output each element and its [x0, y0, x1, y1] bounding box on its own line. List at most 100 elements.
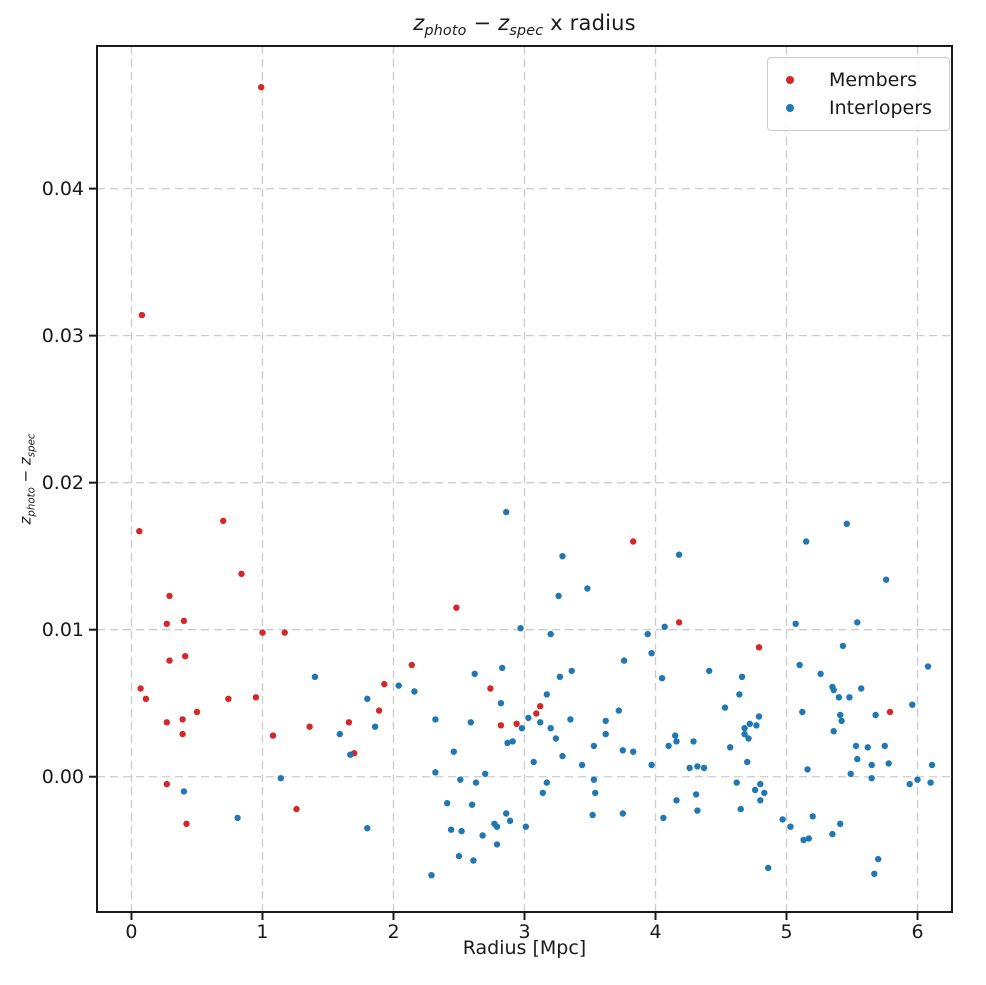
data-point-interlopers: [602, 730, 609, 738]
data-point-interlopers: [881, 742, 888, 750]
data-point-members: [137, 685, 144, 692]
data-point-interlopers: [234, 814, 241, 822]
data-point-interlopers: [868, 775, 875, 782]
data-point-interlopers: [872, 711, 879, 719]
x-tick-label: 0: [125, 921, 137, 943]
data-point-interlopers: [567, 716, 574, 723]
data-point-interlopers: [839, 642, 847, 650]
data-point-interlopers: [311, 673, 319, 680]
data-point-interlopers: [733, 779, 740, 786]
data-point-members: [375, 707, 383, 714]
data-point-interlopers: [336, 730, 343, 738]
data-point-interlopers: [615, 707, 622, 714]
data-point-interlopers: [706, 667, 713, 675]
data-point-interlopers: [751, 786, 759, 794]
data-point-interlopers: [871, 870, 878, 877]
legend-item-members: Members: [768, 66, 949, 94]
data-point-interlopers: [470, 857, 477, 864]
data-point-interlopers: [503, 508, 510, 516]
data-point-members: [138, 311, 146, 319]
data-point-interlopers: [868, 761, 875, 769]
data-point-members: [163, 620, 170, 627]
data-point-members: [179, 730, 186, 738]
data-point-interlopers: [661, 623, 668, 630]
data-point-interlopers: [665, 742, 672, 750]
y-tick-label: 0.01: [42, 619, 84, 641]
data-point-members: [381, 680, 388, 688]
data-point-interlopers: [924, 663, 932, 670]
data-point-interlopers: [277, 775, 284, 782]
data-point-interlopers: [589, 811, 596, 819]
data-point-interlopers: [746, 720, 753, 727]
data-point-interlopers: [837, 711, 844, 719]
legend: Members Interlopers: [767, 57, 950, 131]
x-tick-label: 1: [256, 921, 268, 943]
data-point-interlopers: [830, 686, 837, 694]
data-point-interlopers: [744, 758, 751, 766]
data-point-interlopers: [694, 763, 701, 770]
data-point-interlopers: [792, 620, 799, 627]
data-point-interlopers: [592, 789, 599, 797]
data-point-interlopers: [364, 825, 371, 832]
data-point-interlopers: [411, 688, 418, 695]
x-tick-label: 3: [518, 921, 530, 943]
data-point-interlopers: [539, 789, 546, 797]
data-point-interlopers: [914, 776, 921, 783]
data-point-interlopers: [694, 807, 701, 814]
interlopers-dot-icon: [786, 104, 794, 112]
data-point-interlopers: [700, 764, 708, 772]
data-point-interlopers: [927, 779, 934, 786]
data-point-interlopers: [672, 732, 679, 739]
data-point-interlopers: [658, 675, 666, 682]
data-point-interlopers: [648, 650, 655, 657]
data-point-interlopers: [493, 823, 501, 830]
data-point-interlopers: [809, 813, 816, 820]
data-point-interlopers: [517, 625, 524, 632]
data-point-interlopers: [843, 520, 850, 527]
data-point-interlopers: [559, 553, 566, 560]
data-point-members: [345, 719, 353, 726]
members-dot-icon: [786, 76, 794, 84]
data-point-members: [755, 644, 763, 651]
data-point-members: [675, 619, 683, 626]
data-point-interlopers: [458, 827, 465, 835]
data-point-interlopers: [559, 752, 566, 760]
data-point-members: [408, 661, 415, 669]
data-point-interlopers: [765, 864, 772, 872]
data-point-interlopers: [447, 826, 455, 833]
data-point-interlopers: [852, 742, 860, 750]
data-point-interlopers: [432, 769, 439, 776]
data-point-interlopers: [467, 719, 474, 726]
data-point-interlopers: [493, 841, 501, 848]
y-tick-label: 0.04: [42, 178, 84, 200]
data-point-interlopers: [504, 739, 511, 747]
data-point-members: [163, 780, 170, 788]
data-point-interlopers: [432, 716, 439, 723]
data-point-interlopers: [578, 761, 586, 769]
x-tick-label: 2: [387, 921, 399, 943]
data-point-interlopers: [686, 764, 693, 772]
data-point-interlopers: [692, 791, 700, 798]
data-point-interlopers: [590, 776, 598, 783]
data-point-interlopers: [779, 816, 786, 823]
data-point-interlopers: [755, 713, 763, 720]
data-point-members: [537, 703, 544, 710]
data-point-interlopers: [673, 797, 680, 804]
data-point-interlopers: [556, 673, 564, 680]
data-point-interlopers: [602, 717, 609, 725]
data-point-interlopers: [817, 670, 824, 677]
data-point-members: [220, 517, 227, 525]
data-point-interlopers: [721, 704, 729, 711]
data-point-interlopers: [522, 823, 529, 830]
data-point-members: [269, 732, 277, 739]
data-point-members: [163, 719, 170, 726]
data-point-interlopers: [673, 738, 680, 745]
data-point-members: [183, 820, 190, 827]
data-point-interlopers: [395, 682, 402, 689]
data-point-interlopers: [525, 714, 532, 722]
data-point-interlopers: [835, 694, 843, 701]
data-point-interlopers: [619, 747, 626, 754]
data-point-members: [252, 694, 260, 701]
